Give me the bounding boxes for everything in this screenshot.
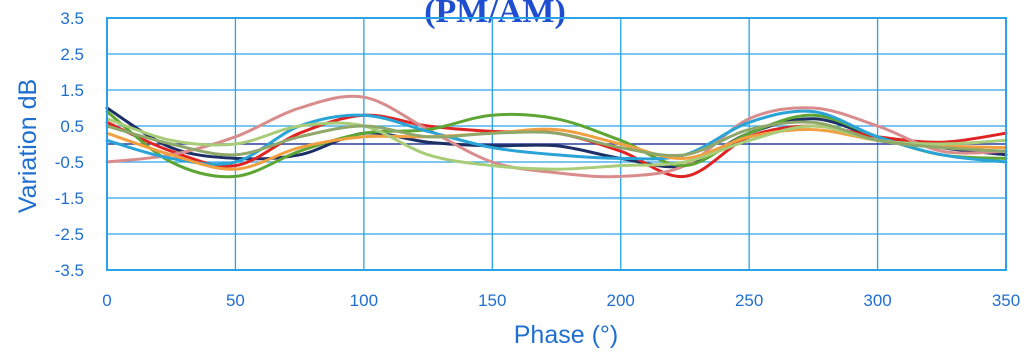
series-line-5 xyxy=(105,109,1008,166)
y-tick-label: 3.5 xyxy=(60,9,84,28)
y-tick-label: -1.5 xyxy=(55,189,84,208)
x-axis-title: Phase (°) xyxy=(514,321,618,349)
data-series-group xyxy=(105,94,1008,179)
x-tick-label: 0 xyxy=(102,291,111,310)
y-tick-label: 0.5 xyxy=(60,117,84,136)
x-tick-label: 50 xyxy=(226,291,245,310)
x-tick-label: 300 xyxy=(863,291,891,310)
y-tick-label: 2.5 xyxy=(60,45,84,64)
chart-title: (PM/AM) xyxy=(424,0,566,30)
plot-area-frame xyxy=(106,17,1007,271)
y-axis-tick-labels: 3.5 2.5 1.5 0.5 -0.5 -1.5 -2.5 -3.5 xyxy=(55,9,84,280)
y-axis-title: Variation dB xyxy=(14,79,42,213)
y-tick-label: 1.5 xyxy=(60,81,84,100)
x-tick-label: 250 xyxy=(735,291,763,310)
series-line-3 xyxy=(105,94,1008,179)
x-axis-tick-labels: 0 50 100 150 200 250 300 350 xyxy=(102,291,1020,310)
x-tick-label: 150 xyxy=(478,291,506,310)
x-tick-label: 100 xyxy=(350,291,378,310)
y-tick-label: -0.5 xyxy=(55,153,84,172)
y-tick-label: -2.5 xyxy=(55,225,84,244)
x-tick-label: 350 xyxy=(992,291,1020,310)
y-tick-label: -3.5 xyxy=(55,261,84,280)
series-line-8 xyxy=(105,120,1008,158)
x-tick-label: 200 xyxy=(607,291,635,310)
